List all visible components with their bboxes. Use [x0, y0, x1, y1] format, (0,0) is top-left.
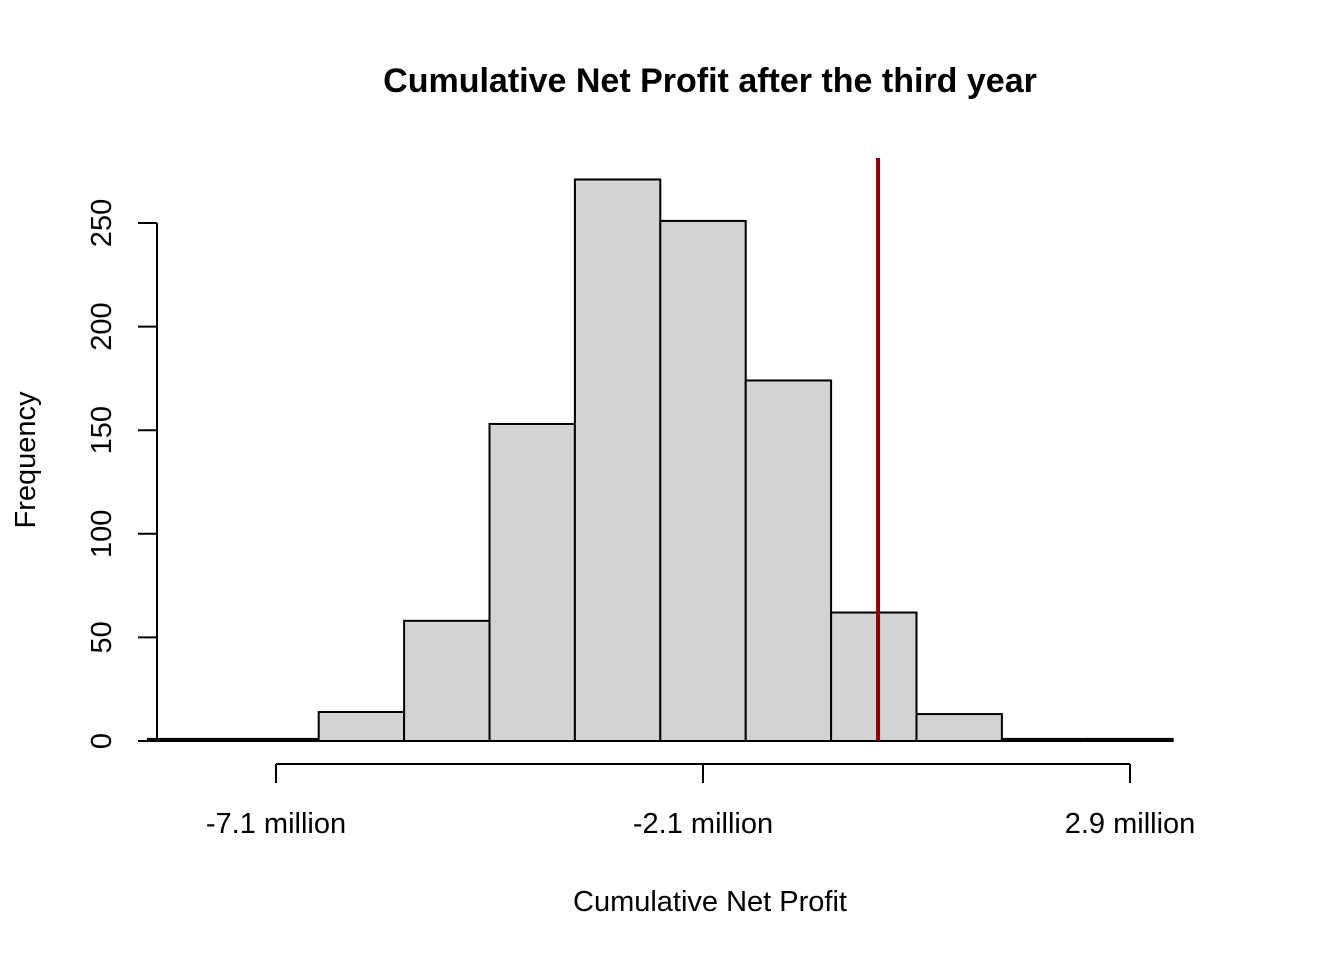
- histogram-bar: [488, 422, 576, 742]
- histogram-bar: [573, 178, 662, 743]
- histogram-bars: [146, 178, 1174, 743]
- x-tick-label: 2.9 million: [1065, 808, 1196, 840]
- histogram-bar: [1000, 737, 1089, 742]
- histogram-bar: [146, 737, 235, 742]
- histogram-bar: [232, 737, 320, 742]
- chart-title: Cumulative Net Profit after the third ye…: [383, 62, 1037, 100]
- y-tick-label: 50: [86, 621, 118, 653]
- y-axis: 0 50 100 150 200 250: [86, 199, 158, 749]
- histogram-bar: [915, 713, 1003, 743]
- y-tick-label: 200: [86, 302, 118, 350]
- y-tick-label: 0: [86, 733, 118, 749]
- x-axis: -7.1 million -2.1 million 2.9 million: [206, 763, 1196, 840]
- histogram-bar: [744, 379, 833, 742]
- y-axis-label: Frequency: [10, 391, 42, 529]
- y-tick-label: 150: [86, 406, 118, 454]
- histogram-bar: [830, 611, 918, 743]
- histogram-bar: [403, 619, 491, 742]
- x-tick-label: -7.1 million: [206, 808, 346, 840]
- y-tick-label: 100: [86, 510, 118, 558]
- histogram-bar: [659, 219, 747, 743]
- x-tick-label: -2.1 million: [633, 808, 773, 840]
- histogram-bar: [317, 710, 406, 743]
- y-tick-label: 250: [86, 199, 118, 247]
- x-axis-label: Cumulative Net Profit: [573, 886, 847, 918]
- histogram-bar: [1086, 737, 1174, 742]
